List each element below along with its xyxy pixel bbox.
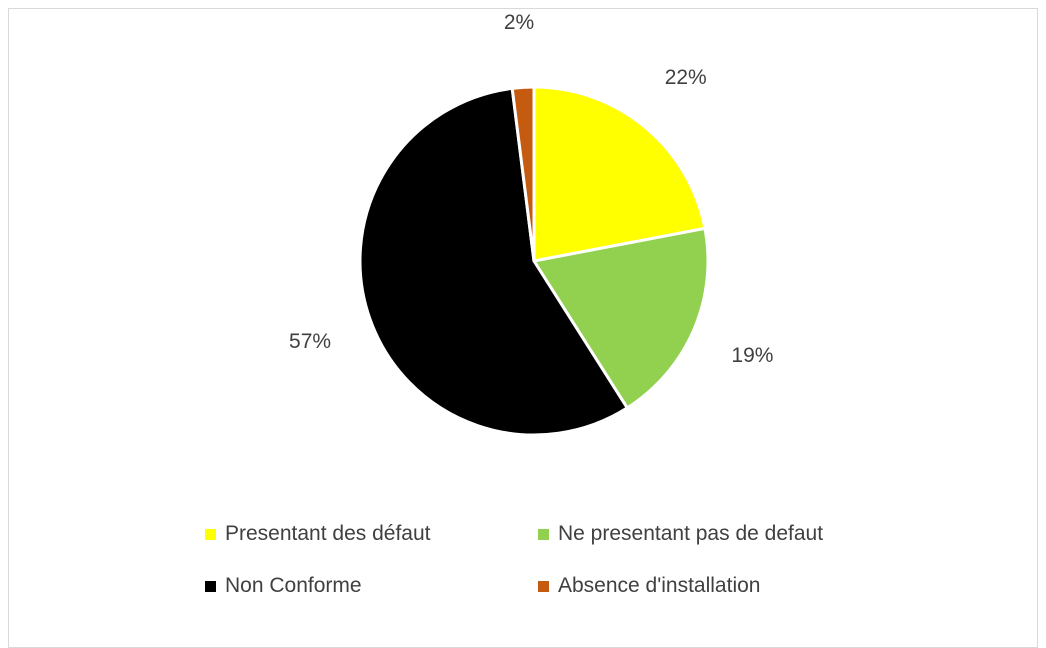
legend-item-non-conforme: Non Conforme [205, 574, 538, 598]
pie-slice-absence-d-installation [510, 85, 536, 263]
data-label-presentant-des-defaut: 22% [664, 65, 707, 89]
legend-label: Ne presentant pas de defaut [558, 522, 824, 545]
pie-slice-presentant-des-defaut [532, 85, 707, 263]
legend-item-presentant-des-defaut: Presentant des défaut [205, 522, 538, 546]
data-label-absence-d-installation: 2% [503, 11, 535, 35]
legend-swatch [538, 528, 549, 540]
legend-label: Presentant des défaut [225, 522, 431, 545]
legend-item-absence-d-installation: Absence d'installation [538, 574, 898, 598]
legend-label: Absence d'installation [558, 574, 761, 597]
pie-chart [358, 85, 710, 437]
legend-swatch [205, 580, 216, 592]
legend-swatch [205, 528, 216, 540]
pie-slice-ne-presentant-pas-de-defaut [532, 226, 710, 410]
legend: Presentant des défaut Ne presentant pas … [205, 522, 905, 598]
legend-label: Non Conforme [225, 574, 362, 597]
legend-swatch [538, 580, 549, 592]
legend-item-ne-presentant-pas-de-defaut: Ne presentant pas de defaut [538, 522, 898, 546]
data-label-ne-presentant-pas-de-defaut: 19% [731, 343, 774, 367]
pie-slice-non-conforme [358, 86, 629, 437]
data-label-non-conforme: 57% [289, 329, 332, 353]
